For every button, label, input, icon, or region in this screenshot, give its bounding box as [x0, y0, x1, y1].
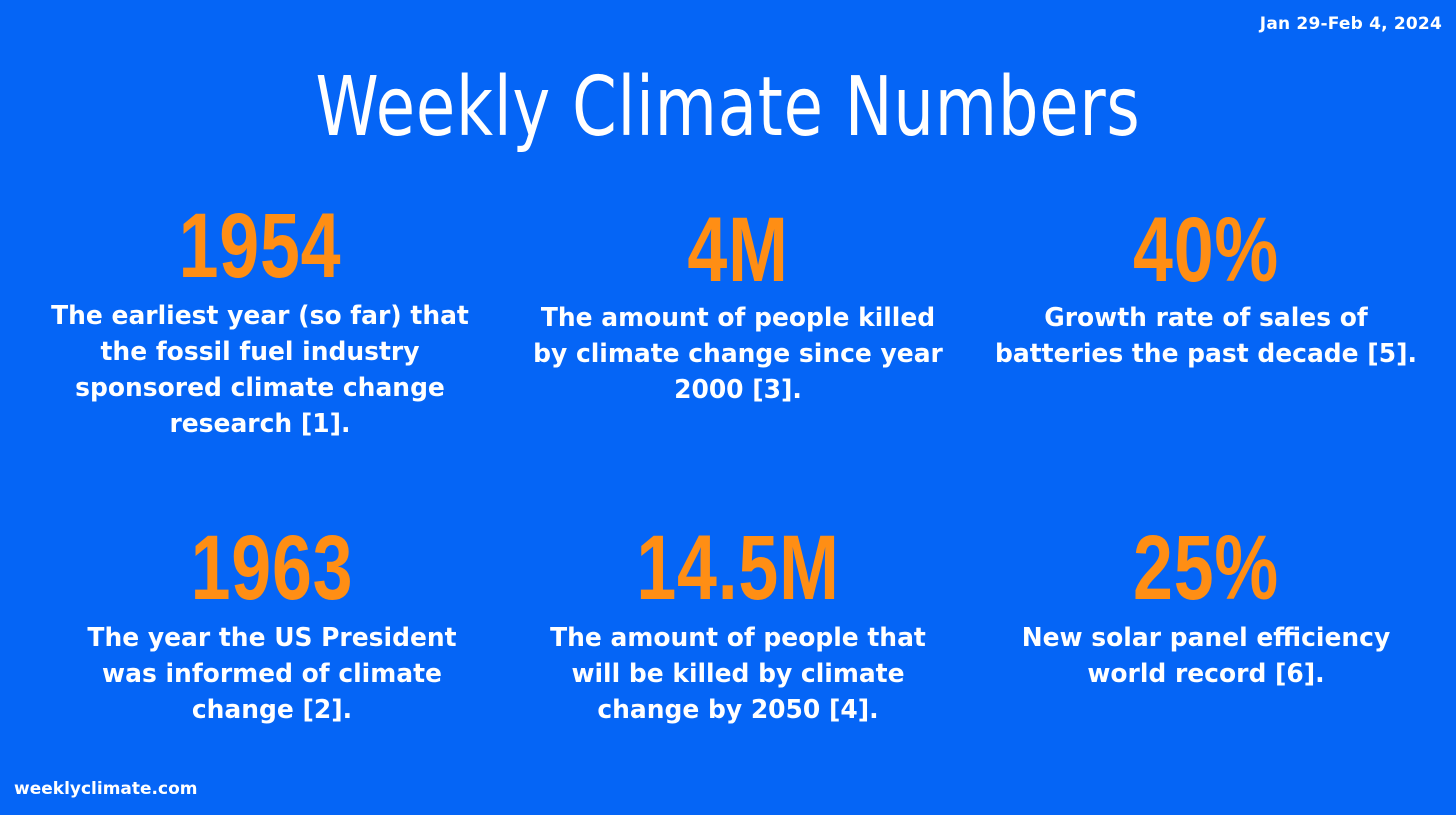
stat-card: 40% Growth rate of sales of batteries th… — [986, 200, 1426, 372]
stat-card: 1954 The earliest year (so far) that the… — [40, 196, 480, 442]
stat-value: 1954 — [178, 195, 342, 297]
stat-card: 14.5M The amount of people that will be … — [518, 518, 958, 728]
stat-description: The amount of people that will be killed… — [550, 623, 926, 725]
stat-value: 40% — [1133, 199, 1279, 301]
stat-card: 4M The amount of people killed by climat… — [518, 200, 958, 408]
stat-description: The earliest year (so far) that the foss… — [51, 301, 469, 439]
stat-card: 25% New solar panel efficiency world rec… — [986, 518, 1426, 692]
page-title: Weekly Climate Numbers — [315, 60, 1141, 155]
stat-description: The amount of people killed by climate c… — [533, 303, 943, 405]
stat-value: 14.5M — [636, 517, 840, 619]
stat-description: New solar panel efficiency world record … — [1021, 623, 1391, 689]
stat-description: The year the US President was informed o… — [87, 623, 457, 725]
stat-value: 1963 — [190, 517, 354, 619]
stat-description: Growth rate of sales of batteries the pa… — [995, 303, 1417, 369]
date-range: Jan 29-Feb 4, 2024 — [1259, 14, 1442, 34]
stat-card: 1963 The year the US President was infor… — [52, 518, 492, 728]
stat-value: 25% — [1133, 517, 1279, 619]
stat-value: 4M — [687, 199, 789, 301]
footer-site-link: weeklyclimate.com — [14, 779, 198, 799]
